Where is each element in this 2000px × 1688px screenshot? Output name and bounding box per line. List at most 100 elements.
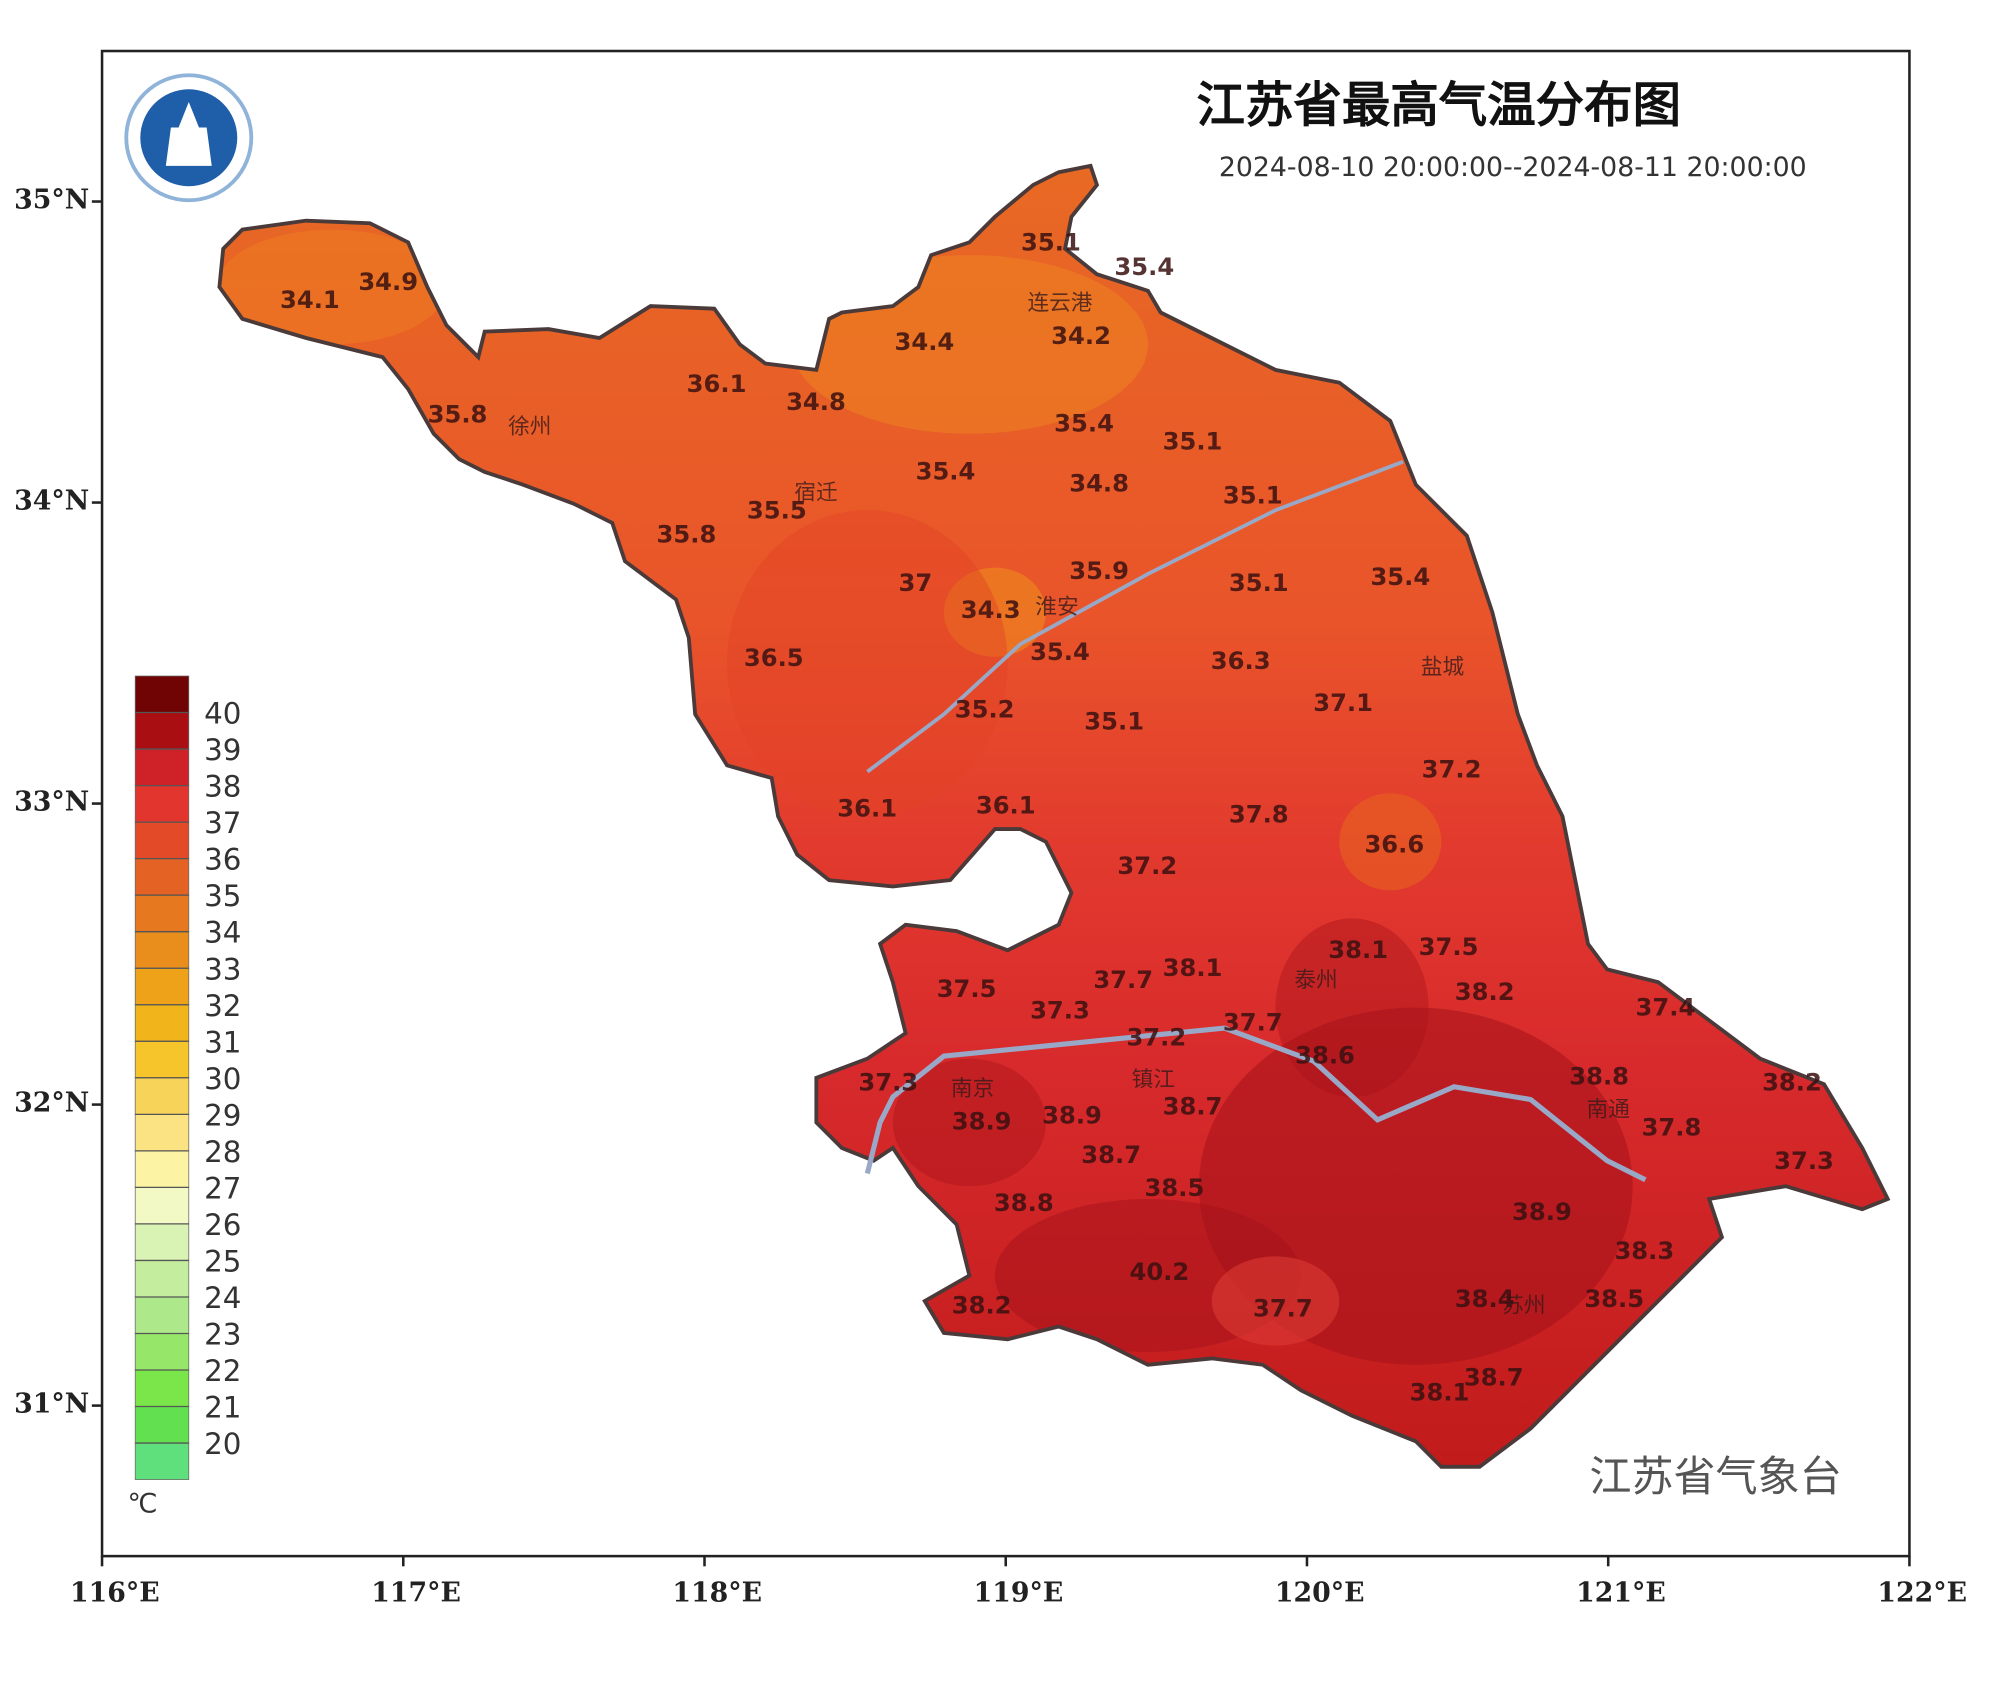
colorbar-label: 31 bbox=[204, 1025, 241, 1059]
station-value: 35.4 bbox=[1114, 253, 1174, 281]
station-value: 40.2 bbox=[1129, 1258, 1189, 1286]
colorbar-label: 21 bbox=[204, 1391, 241, 1425]
station-value: 34.1 bbox=[280, 286, 340, 314]
station-value: 35.1 bbox=[1021, 229, 1081, 257]
colorbar-cell bbox=[134, 1040, 190, 1079]
station-value: 35.1 bbox=[1084, 707, 1144, 735]
colorbar-label: 25 bbox=[204, 1244, 241, 1278]
city-label: 泰州 bbox=[1294, 968, 1337, 993]
colorbar-unit: ℃ bbox=[128, 1489, 158, 1520]
hot-area bbox=[1275, 918, 1429, 1097]
x-tick-label: 118°E bbox=[672, 1577, 762, 1608]
station-value: 35.4 bbox=[1030, 638, 1090, 666]
station-value: 34.3 bbox=[961, 596, 1021, 624]
colorbar-label: 27 bbox=[204, 1171, 241, 1205]
colorbar-label: 35 bbox=[204, 879, 241, 913]
x-tick-label: 116°E bbox=[70, 1577, 160, 1608]
station-value: 38.2 bbox=[952, 1291, 1012, 1319]
yangtze-river bbox=[864, 1025, 1647, 1183]
cool-area bbox=[1339, 793, 1442, 891]
station-value: 36.3 bbox=[1211, 647, 1271, 675]
station-value: 34.2 bbox=[1051, 322, 1111, 350]
y-tick-label: 34°N bbox=[14, 486, 89, 517]
station-value: 35.4 bbox=[1054, 409, 1114, 437]
city-label: 连云港 bbox=[1027, 291, 1092, 316]
station-value: 38.4 bbox=[1455, 1285, 1515, 1313]
map-subtitle: 2024-08-10 20:00:00--2024-08-11 20:00:00 bbox=[1219, 152, 1807, 183]
station-value: 35.8 bbox=[657, 521, 717, 549]
station-value: 38.1 bbox=[1163, 954, 1223, 982]
station-value: 35.1 bbox=[1163, 427, 1223, 455]
x-tick-label: 121°E bbox=[1576, 1577, 1666, 1608]
station-value: 35.1 bbox=[1223, 482, 1283, 510]
station-value: 35.4 bbox=[916, 457, 976, 485]
colorbar-label: 38 bbox=[204, 770, 241, 804]
hot-area bbox=[892, 1058, 1046, 1187]
colorbar-label: 26 bbox=[204, 1208, 241, 1242]
x-tick-label: 119°E bbox=[974, 1577, 1064, 1608]
x-tick-label: 122°E bbox=[1877, 1577, 1967, 1608]
colorbar-cell bbox=[134, 1369, 190, 1407]
station-value: 37.8 bbox=[1229, 801, 1289, 829]
station-value: 35.8 bbox=[428, 400, 488, 428]
y-tick-label: 32°N bbox=[14, 1088, 89, 1119]
station-value: 38.6 bbox=[1295, 1041, 1355, 1069]
station-value: 37.3 bbox=[1774, 1147, 1834, 1175]
city-label: 镇江 bbox=[1132, 1068, 1175, 1093]
station-value: 36.6 bbox=[1364, 831, 1424, 859]
station-value: 35.2 bbox=[955, 695, 1015, 723]
station-value: 37.3 bbox=[1030, 996, 1090, 1024]
colorbar-cell bbox=[134, 785, 190, 823]
station-value: 38.9 bbox=[952, 1108, 1012, 1136]
warm-area bbox=[727, 510, 1008, 817]
colorbar-cell bbox=[134, 1296, 190, 1334]
station-value: 37.2 bbox=[1126, 1023, 1186, 1051]
colorbar-label: 36 bbox=[204, 843, 241, 877]
y-tick-label: 31°N bbox=[14, 1389, 89, 1420]
city-label: 苏州 bbox=[1502, 1293, 1545, 1318]
colorbar-label: 40 bbox=[204, 697, 241, 731]
station-value: 38.7 bbox=[1464, 1364, 1524, 1392]
station-value: 35.9 bbox=[1069, 557, 1129, 585]
station-value: 38.5 bbox=[1584, 1285, 1644, 1313]
x-tick-label: 120°E bbox=[1275, 1577, 1365, 1608]
station-value: 38.8 bbox=[1569, 1062, 1629, 1090]
station-value: 38.8 bbox=[994, 1189, 1054, 1217]
colorbar-label: 33 bbox=[204, 952, 241, 986]
data-layer: 116°E 117°E 118°E 119°E 120°E 121°E 122°E 31°N 3… bbox=[14, 185, 1967, 1609]
cool-area bbox=[943, 567, 1046, 657]
station-value: 37.8 bbox=[1642, 1114, 1702, 1142]
station-value: 37 bbox=[899, 569, 933, 597]
city-label: 宿迁 bbox=[794, 481, 837, 506]
colorbar-label: 28 bbox=[204, 1135, 241, 1169]
colorbar-cell bbox=[134, 821, 190, 860]
station-value: 36.1 bbox=[837, 795, 897, 823]
colorbar-cell bbox=[134, 894, 190, 933]
station-value: 38.9 bbox=[1042, 1102, 1102, 1130]
station-value: 38.2 bbox=[1455, 978, 1515, 1006]
station-value: 38.9 bbox=[1512, 1198, 1572, 1226]
colorbar-cell bbox=[134, 748, 190, 786]
station-value: 38.1 bbox=[1328, 936, 1388, 964]
colorbar-cell bbox=[134, 1186, 190, 1225]
colorbar-label: 29 bbox=[204, 1098, 241, 1132]
colorbar-label: 23 bbox=[204, 1318, 241, 1352]
station-value: 38.5 bbox=[1145, 1174, 1205, 1202]
city-label: 南通 bbox=[1587, 1098, 1630, 1123]
station-value: 34.8 bbox=[786, 388, 846, 416]
logo bbox=[124, 73, 254, 203]
colorbar-label: 22 bbox=[204, 1354, 241, 1388]
station-value: 38.7 bbox=[1163, 1093, 1223, 1121]
station-value: 34.9 bbox=[358, 268, 418, 296]
station-value: 35.1 bbox=[1229, 569, 1289, 597]
city-label: 淮安 bbox=[1035, 595, 1078, 620]
station-value: 34.8 bbox=[1069, 469, 1129, 497]
station-value: 36.5 bbox=[744, 644, 804, 672]
station-value: 38.7 bbox=[1081, 1141, 1141, 1169]
y-tick-label: 35°N bbox=[14, 185, 89, 216]
station-value: 37.5 bbox=[1419, 933, 1479, 961]
station-value: 37.7 bbox=[1093, 966, 1153, 994]
station-value: 38.3 bbox=[1614, 1237, 1674, 1265]
station-value: 37.7 bbox=[1223, 1008, 1283, 1036]
